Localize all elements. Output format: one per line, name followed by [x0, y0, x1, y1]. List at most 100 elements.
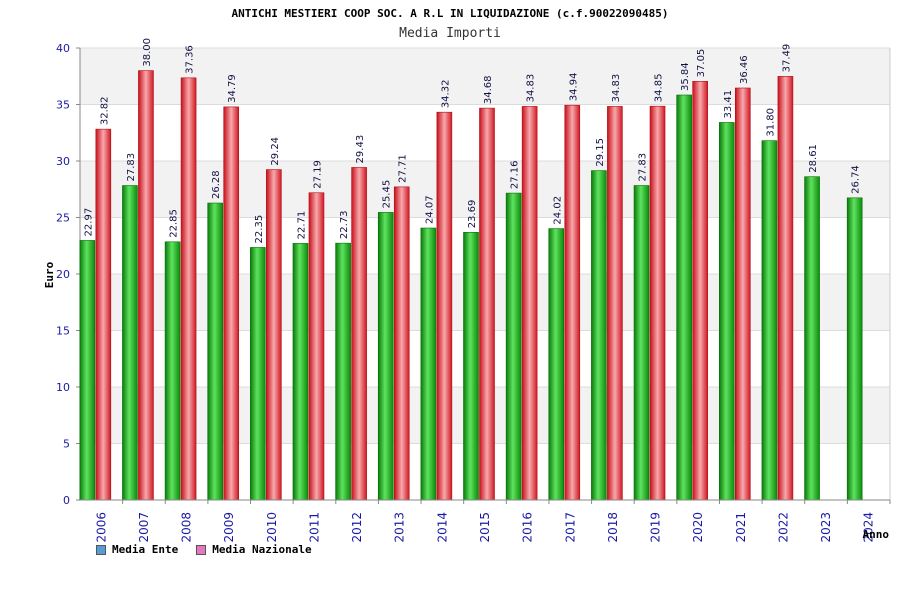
data-label-media-ente: 26.74: [851, 165, 862, 194]
data-label-media-nazionale: 34.83: [611, 74, 622, 103]
y-tick-label: 25: [56, 212, 70, 225]
data-label-media-nazionale: 34.79: [227, 74, 238, 103]
bar-media-ente: [718, 122, 735, 501]
bar-media-ente: [804, 176, 820, 501]
bar-media-nazionale: [95, 128, 112, 501]
bar-media-nazionale: [692, 81, 708, 501]
bar-media-ente: [335, 242, 351, 501]
y-tick-label: 40: [56, 42, 70, 55]
bar-media-ente: [633, 185, 650, 501]
data-label-media-ente: 29.15: [595, 138, 606, 167]
data-label-media-ente: 26.28: [211, 170, 222, 199]
y-tick-label: 10: [56, 381, 70, 394]
bar-media-nazionale: [138, 70, 154, 501]
data-label-media-ente: 22.71: [296, 211, 307, 240]
data-label-media-nazionale: 36.46: [739, 55, 750, 84]
bar-media-ente: [591, 170, 607, 501]
data-label-media-ente: 23.69: [467, 200, 478, 229]
legend-label-nazionale: Media Nazionale: [212, 543, 312, 556]
bar-media-ente: [420, 227, 437, 501]
x-tick-label: 2023: [819, 512, 833, 543]
data-label-media-ente: 22.73: [339, 211, 350, 240]
bar-media-ente: [676, 94, 692, 501]
data-label-media-nazionale: 27.71: [398, 154, 409, 183]
bar-media-nazionale: [777, 76, 794, 501]
x-tick-label: 2017: [563, 512, 577, 543]
chart-title: ANTICHI MESTIERI COOP SOC. A R.L IN LIQU…: [231, 7, 668, 20]
bar-media-nazionale: [351, 167, 367, 501]
bar-media-ente: [761, 140, 778, 501]
data-label-media-ente: 24.02: [552, 196, 563, 225]
y-tick-label: 35: [56, 99, 70, 112]
bar-media-nazionale: [436, 111, 453, 501]
x-tick-label: 2022: [776, 512, 790, 543]
bar-media-ente: [846, 197, 863, 501]
bar-media-nazionale: [649, 105, 666, 501]
x-tick-label: 2014: [435, 512, 449, 543]
data-label-media-nazionale: 38.00: [142, 38, 153, 67]
data-label-media-nazionale: 34.68: [483, 75, 494, 104]
x-axis-label: Anno: [863, 528, 890, 541]
chart-subtitle: Media Importi: [399, 26, 501, 41]
x-axis: 2006 2007 2008 2009 2010 2011 2012 2013 2014 2015…: [80, 499, 891, 543]
bar-media-ente: [164, 241, 181, 501]
data-label-media-nazionale: 34.83: [526, 74, 537, 103]
y-tick-label: 15: [56, 325, 70, 338]
bar-media-ente: [463, 232, 479, 501]
data-label-media-nazionale: 37.36: [185, 45, 196, 74]
data-label-media-ente: 22.97: [83, 208, 94, 237]
y-tick-label: 30: [56, 155, 70, 168]
bar-media-ente: [377, 212, 394, 501]
x-tick-label: 2009: [222, 512, 236, 543]
bar-media-nazionale: [564, 104, 581, 501]
data-label-media-nazionale: 32.82: [99, 96, 110, 125]
x-tick-label: 2012: [350, 512, 364, 543]
bar-media-ente: [207, 202, 224, 501]
legend-item-ente: Media Ente: [96, 543, 178, 556]
x-tick-label: 2007: [137, 512, 151, 543]
bar-media-ente: [122, 185, 138, 501]
data-label-media-ente: 35.84: [680, 62, 691, 91]
x-tick-label: 2019: [649, 512, 663, 543]
bar-media-ente: [79, 240, 96, 501]
x-tick-label: 2016: [521, 512, 535, 543]
data-label-media-nazionale: 34.32: [440, 80, 451, 109]
data-label-media-ente: 25.45: [382, 180, 393, 209]
bar-media-ente: [548, 228, 565, 501]
data-label-media-nazionale: 37.49: [781, 44, 792, 73]
bar-media-nazionale: [266, 169, 282, 501]
legend-swatch-ente: [96, 544, 106, 555]
bar-media-ente: [292, 243, 309, 501]
bar-media-nazionale: [479, 107, 495, 501]
x-tick-label: 2013: [393, 512, 407, 543]
bar-media-ente: [250, 247, 266, 501]
y-tick-label: 5: [63, 438, 70, 451]
data-label-media-ente: 31.80: [765, 108, 776, 137]
x-tick-label: 2010: [265, 512, 279, 543]
data-label-media-nazionale: 37.05: [696, 49, 707, 78]
x-tick-label: 2020: [691, 512, 705, 543]
x-tick-label: 2018: [606, 512, 620, 543]
x-tick-label: 2011: [307, 512, 321, 543]
y-tick-label: 0: [63, 494, 70, 507]
legend: Media Ente Media Nazionale: [96, 543, 312, 556]
data-label-media-ente: 33.41: [723, 90, 734, 119]
bar-media-ente: [505, 192, 522, 501]
plot-band: [80, 48, 890, 105]
y-tick-label: 20: [56, 268, 70, 281]
data-label-media-nazionale: 29.43: [355, 135, 366, 164]
data-label-media-ente: 28.61: [808, 144, 819, 173]
legend-swatch-nazionale: [196, 544, 207, 555]
legend-label-ente: Media Ente: [112, 543, 179, 556]
data-label-media-ente: 27.16: [510, 160, 521, 189]
legend-item-nazionale: Media Nazionale: [196, 543, 312, 556]
bar-media-nazionale: [180, 77, 197, 501]
x-tick-label: 2024: [862, 512, 876, 543]
data-label-media-nazionale: 27.19: [312, 160, 323, 189]
bar-media-nazionale: [308, 192, 325, 501]
bar-media-nazionale: [223, 106, 240, 501]
x-tick-label: 2006: [94, 512, 108, 543]
data-label-media-ente: 24.07: [424, 195, 435, 224]
bars: [79, 70, 863, 501]
